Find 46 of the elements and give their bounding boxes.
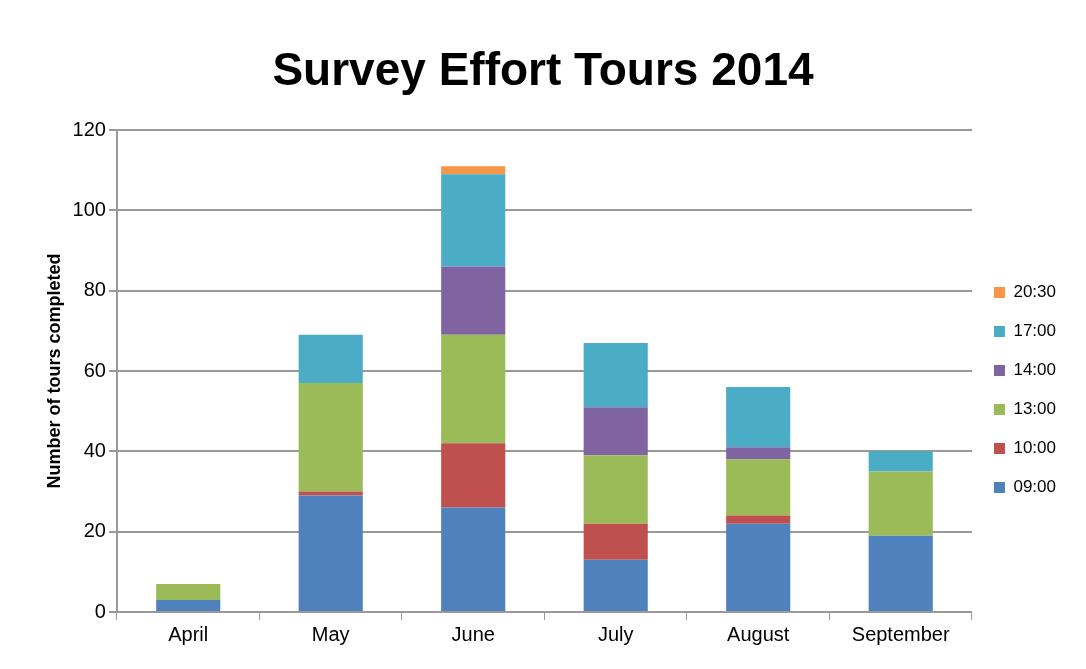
bar: [726, 447, 791, 460]
bar: [583, 523, 648, 560]
bar: [868, 451, 933, 472]
bar: [441, 174, 506, 267]
bar: [156, 599, 221, 611]
bar: [726, 387, 791, 448]
y-tick-label: 40: [83, 438, 106, 461]
bar: [583, 407, 648, 456]
x-tick-label: September: [851, 622, 950, 645]
y-tick-label: 60: [83, 358, 106, 381]
y-tick-label: 20: [83, 519, 106, 542]
x-tick-label: April: [168, 622, 209, 645]
bar: [298, 334, 363, 384]
bar: [726, 515, 791, 524]
chart-title: Survey Effort Tours 2014: [271, 42, 815, 96]
legend-label: 17:00: [1013, 321, 1057, 341]
bar: [156, 583, 221, 600]
x-tick-label: July: [597, 622, 634, 645]
y-tick-label: 120: [72, 117, 106, 140]
legend-label: 14:00: [1013, 360, 1057, 380]
bar: [868, 471, 933, 536]
legend-label: 09:00: [1013, 477, 1057, 497]
bar: [441, 507, 506, 611]
y-tick-label: 100: [72, 197, 106, 220]
y-tick-label: 80: [83, 278, 106, 301]
bar: [583, 559, 648, 611]
x-tick-label: June: [451, 622, 495, 645]
bar: [441, 443, 506, 508]
bar: [441, 266, 506, 335]
bar: [441, 166, 506, 175]
legend-label: 10:00: [1013, 438, 1057, 458]
legend-label: 20:30: [1013, 282, 1057, 302]
y-axis-title: Number of tours completed: [43, 253, 64, 489]
legend-label: 13:00: [1013, 399, 1057, 419]
bar: [726, 459, 791, 516]
bar: [868, 535, 933, 611]
y-tick-label: 0: [94, 599, 106, 622]
bar: [441, 334, 506, 444]
x-tick-label: August: [727, 622, 790, 645]
bar: [583, 342, 648, 408]
x-tick-label: May: [311, 622, 350, 645]
bar: [298, 491, 363, 496]
bar: [726, 523, 791, 611]
bar: [298, 383, 363, 492]
bar: [298, 495, 363, 611]
bar: [583, 455, 648, 524]
